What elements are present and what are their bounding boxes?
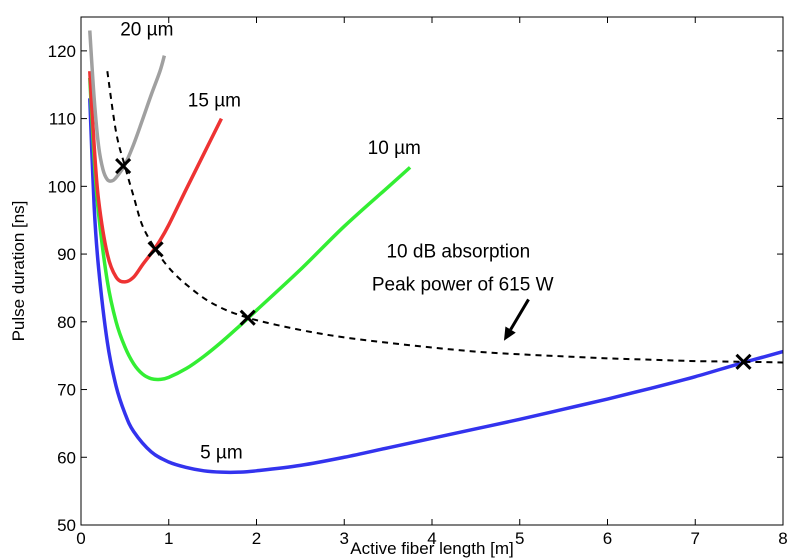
annotation-arrow [503,298,530,341]
y-tick-label: 90 [57,245,76,264]
x-tick-label: 1 [164,529,173,548]
x-marker [147,241,164,258]
annotation-5-m: 5 µm [200,443,243,464]
tick-layer: 0 1 2 3 4 5 6 7 8 50 60 70 80 90 100 110 120 [48,17,788,548]
annotation-20-m: 20 µm [120,19,173,40]
annotation-layer: 20 µm 15 µm 10 µm 5 µm 10 dB absorption Peak … [120,19,553,463]
series-15-m [88,71,223,284]
x-marker [735,353,752,370]
series-layer [88,30,783,475]
marker-layer [115,157,752,370]
x-tick-label: 5 [515,529,524,548]
x-tick-label: 8 [778,529,787,548]
series-5-m [88,98,783,475]
x-tick-label: 4 [427,529,436,548]
y-tick-label: 100 [48,177,76,196]
x-marker [239,309,256,326]
y-tick-label: 110 [49,110,76,129]
series-10-m [88,77,412,382]
y-tick-label: 120 [48,42,76,61]
y-tick-label: 60 [57,448,76,467]
annotation-15-m: 15 µm [188,90,241,111]
x-marker [115,157,132,175]
y-axis-label: Pulse duration [ns] [9,201,28,342]
annotation-10-m: 10 µm [368,138,421,159]
x-tick-label: 2 [252,529,261,548]
y-tick-label: 80 [57,313,76,332]
annotation-peak-power-of-615-w: Peak power of 615 W [372,275,554,296]
x-axis-label: Active fiber length [m] [350,539,513,558]
series-10-db-absorption-peak-power-of-615-w [106,71,783,364]
annotation-10-db-absorption: 10 dB absorption [386,241,530,262]
x-tick-label: 7 [691,529,700,548]
y-tick-label: 70 [57,381,76,400]
x-tick-label: 0 [76,529,85,548]
y-tick-label: 50 [57,516,76,535]
plot-frame [80,16,784,526]
series-20-m [88,30,167,183]
x-tick-label: 6 [603,529,612,548]
x-tick-label: 3 [340,529,349,548]
